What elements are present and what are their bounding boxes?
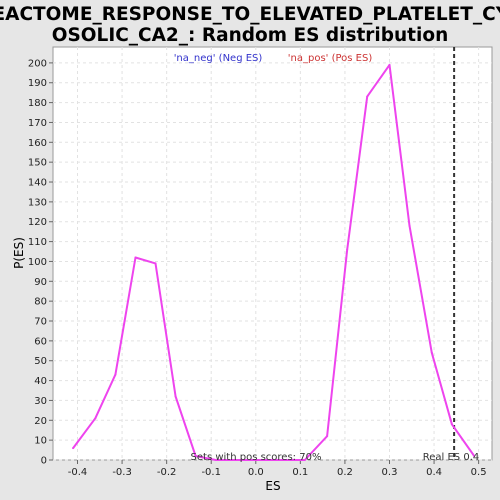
- y-tick-label: 70: [34, 317, 47, 328]
- data-point: [174, 395, 177, 398]
- real-es-label: Real ES 0.4: [423, 452, 479, 463]
- y-tick-label: 0: [41, 456, 47, 467]
- y-tick-label: 150: [28, 158, 47, 169]
- chart-title-line-2: OSOLIC_CA2_: Random ES distribution: [52, 25, 449, 46]
- x-tick-label: 0.4: [426, 467, 442, 478]
- grid: [53, 47, 492, 461]
- x-axis-label: ES: [265, 479, 280, 493]
- data-point: [114, 373, 117, 376]
- es-distribution-line: [72, 63, 476, 461]
- y-tick-label: 190: [28, 78, 47, 89]
- y-tick-label: 110: [28, 237, 47, 248]
- data-point: [408, 224, 411, 227]
- x-tick-label: 0.2: [337, 467, 353, 478]
- y-tick-label: 140: [28, 178, 47, 189]
- x-tick-label: -0.3: [112, 467, 132, 478]
- data-point: [94, 417, 97, 420]
- pos-scores-note: Sets with pos scores: 70%: [191, 452, 322, 463]
- y-tick-label: 40: [34, 376, 47, 387]
- x-tick-label: 0.1: [292, 467, 308, 478]
- x-tick-label: 0.0: [248, 467, 264, 478]
- series-layer: [72, 47, 476, 461]
- y-tick-label: 120: [28, 217, 47, 228]
- x-tick-label: -0.1: [201, 467, 221, 478]
- y-tick-label: 60: [34, 336, 47, 347]
- y-tick-label: 170: [28, 118, 47, 129]
- legend-item-neg: 'na_neg' (Neg ES): [174, 53, 263, 64]
- data-point: [281, 459, 284, 461]
- data-point: [303, 459, 306, 461]
- y-tick-label: 90: [34, 277, 47, 288]
- data-point: [134, 256, 137, 259]
- axes: -0.4 -0.3 -0.2 -0.1 0.0 0.1 0.2 0.3 0.4 0.5 0 10 20 3…: [28, 58, 487, 478]
- y-tick-label: 20: [34, 416, 47, 427]
- data-point: [473, 455, 476, 458]
- y-tick-label: 80: [34, 297, 47, 308]
- y-tick-label: 30: [34, 396, 47, 407]
- data-point: [254, 459, 257, 461]
- data-point: [346, 248, 349, 251]
- x-tick-label: -0.4: [68, 467, 88, 478]
- data-point: [214, 459, 217, 461]
- x-tick-label: 0.3: [382, 467, 398, 478]
- y-axis-label: P(ES): [12, 237, 26, 269]
- legend-item-pos: 'na_pos' (Pos ES): [288, 53, 373, 64]
- y-tick-label: 200: [28, 58, 47, 69]
- data-point: [326, 435, 329, 438]
- data-point: [366, 95, 369, 98]
- y-tick-label: 100: [28, 257, 47, 268]
- data-point: [430, 351, 433, 354]
- y-tick-label: 130: [28, 197, 47, 208]
- data-point: [194, 455, 197, 458]
- x-tick-label: 0.5: [471, 467, 487, 478]
- data-point: [154, 262, 157, 265]
- data-point: [72, 447, 75, 450]
- data-point: [450, 423, 453, 426]
- y-tick-label: 180: [28, 98, 47, 109]
- plot-area: [52, 46, 493, 461]
- data-point: [388, 63, 391, 66]
- data-point: [234, 459, 237, 461]
- y-tick-label: 50: [34, 356, 47, 367]
- y-tick-label: 10: [34, 436, 47, 447]
- y-tick-label: 160: [28, 138, 47, 149]
- x-tick-label: -0.2: [157, 467, 177, 478]
- chart-title-line-1: REACTOME_RESPONSE_TO_ELEVATED_PLATELET_C…: [0, 4, 500, 25]
